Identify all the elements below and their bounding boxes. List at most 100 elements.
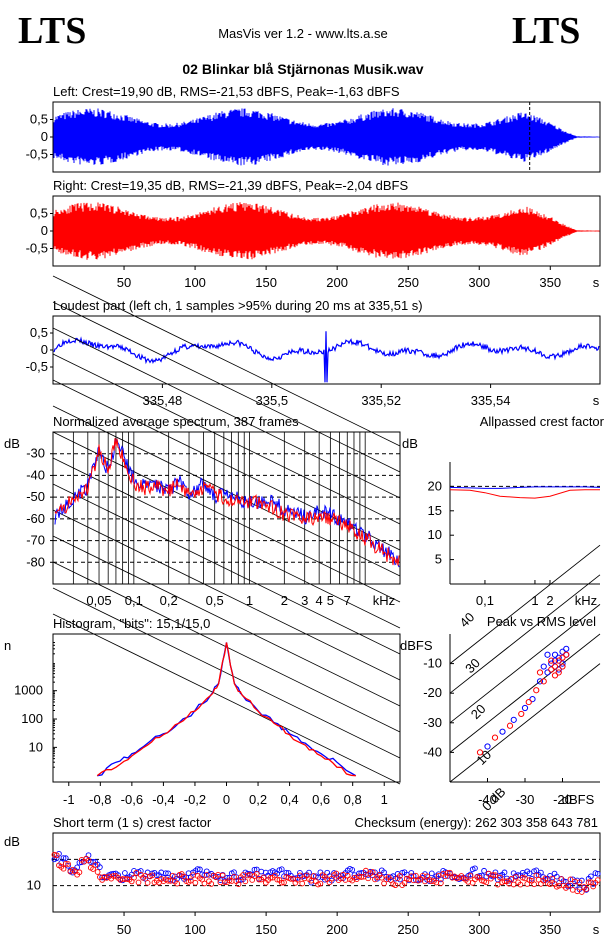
peak-vs-rms-point-left: [510, 716, 517, 723]
average-spectrum-xtick-label: 0,1: [125, 593, 143, 608]
short-term-crest-point-left: [592, 870, 599, 876]
allpassed-crest-xtick-label: kHz: [575, 593, 597, 608]
short-term-crest-point-right: [133, 869, 140, 876]
short-term-crest-point-right: [569, 886, 576, 893]
short-term-crest-point-right: [490, 872, 497, 878]
peak-vs-rms-crest-diagonal: [449, 663, 601, 783]
short-term-crest-xtick-label: 250: [397, 922, 419, 937]
histogram-xtick-label: -0,6: [121, 792, 143, 807]
allpassed-crest-xtick-label: 2: [546, 593, 553, 608]
short-term-crest-point-right: [567, 876, 574, 883]
histogram-ytick-label: 100: [21, 711, 43, 726]
peak-vs-rms-point-left: [555, 654, 562, 661]
short-term-crest-point-right: [174, 880, 181, 887]
average-spectrum-xtick-label: 0,2: [160, 593, 178, 608]
short-term-crest-point-right: [392, 882, 399, 889]
loudest-part-xtick-label: 335,54: [471, 393, 511, 408]
peak-vs-rms-xtick-label: -30: [516, 792, 535, 807]
peak-vs-rms-point-right: [548, 657, 555, 664]
short-term-crest-point-right: [369, 869, 376, 875]
short-term-crest-point-right: [201, 880, 208, 887]
short-term-crest-point-right: [469, 879, 476, 886]
left-waveform-ytick-label: 0,5: [30, 112, 48, 127]
average-spectrum-xtick-label: 0,5: [206, 593, 224, 608]
loudest-part-ytick-label: -0,5: [26, 359, 48, 374]
peak-vs-rms-point-right: [559, 663, 566, 670]
short-term-crest-point-right: [510, 881, 517, 888]
short-term-crest-point-right: [244, 872, 251, 879]
short-term-crest-point-left: [526, 870, 533, 877]
peak-vs-rms-crest-diagonal: [449, 633, 601, 753]
short-term-crest-point-right: [110, 873, 117, 879]
short-term-crest-point-right: [467, 873, 474, 879]
peak-vs-rms-point-right: [563, 651, 570, 658]
short-term-crest-point-right: [287, 876, 294, 882]
peak-vs-rms-point-left: [548, 660, 555, 667]
short-term-crest-point-right: [131, 874, 137, 881]
short-term-crest-point-left: [165, 870, 171, 877]
average-spectrum-xtick-label: 0,05: [86, 593, 111, 608]
short-term-crest-point-right: [235, 881, 242, 887]
short-term-crest-point-right: [187, 877, 194, 884]
allpassed-crest-ylabel: dB: [402, 436, 418, 451]
short-term-crest-point-right: [576, 879, 583, 886]
average-spectrum-xtick-label: 4: [316, 593, 323, 608]
short-term-crest-point-right: [565, 882, 572, 889]
peak-vs-rms-point-right: [476, 749, 484, 756]
peak-vs-rms-point-right: [555, 657, 562, 664]
short-term-crest-point-right: [533, 872, 540, 879]
peak-vs-rms-diagonal-label: 30: [462, 655, 483, 676]
loudest-part-xtick-label: s: [593, 393, 600, 408]
short-term-crest-point-right: [447, 869, 453, 876]
short-term-crest-point-left: [322, 876, 328, 883]
peak-vs-rms-point-left: [563, 645, 570, 652]
short-term-crest-point-left: [62, 855, 69, 861]
peak-vs-rms-ytick-label: -10: [423, 656, 442, 671]
short-term-crest-point-left: [78, 859, 85, 866]
logo-right: LTS: [512, 10, 581, 52]
short-term-crest-point-right: [294, 876, 301, 883]
histogram-xtick-label: 0,4: [281, 792, 299, 807]
right-waveform-ytick-label: 0,5: [30, 206, 48, 221]
short-term-crest-point-left: [553, 873, 560, 880]
peak-vs-rms-ytick-label: -40: [423, 744, 442, 759]
short-term-crest-point-right: [422, 878, 428, 885]
peak-vs-rms-xtick-label: -20: [553, 792, 572, 807]
peak-vs-rms-point-right: [506, 722, 514, 729]
average-spectrum-ytick-label: -30: [26, 446, 45, 461]
short-term-crest-point-right: [558, 876, 565, 882]
short-term-crest-point-left: [472, 865, 478, 872]
right-waveform-xtick-label: 300: [468, 275, 490, 290]
peak-vs-rms-point-right: [548, 666, 555, 673]
short-term-crest-point-right: [94, 869, 101, 875]
allpassed-crest-ytick-label: 5: [435, 552, 442, 567]
left-waveform-signal: [53, 108, 600, 166]
average-spectrum-ytick-label: -40: [26, 467, 45, 482]
short-term-crest-point-right: [483, 879, 490, 886]
short-term-crest-point-right: [181, 873, 187, 880]
average-spectrum-series-left: [54, 437, 400, 568]
peak-vs-rms-point-right: [533, 687, 540, 694]
average-spectrum-ytick-label: -60: [26, 511, 45, 526]
short-term-crest-point-right: [260, 874, 267, 881]
peak-vs-rms-crest-diagonal: [449, 544, 601, 664]
histogram-xtick-label: -1: [63, 792, 75, 807]
short-term-crest-point-right: [208, 881, 215, 887]
histogram-xtick-label: 0,2: [249, 792, 267, 807]
histogram-series-right: [96, 642, 356, 777]
histogram-ytick-label: 1000: [14, 683, 43, 698]
peak-vs-rms-diagonal-label: 40: [457, 609, 478, 630]
peak-vs-rms-point-left: [521, 704, 529, 712]
short-term-crest-point-right: [435, 872, 442, 879]
short-term-crest-ytick-label: 10: [27, 878, 41, 893]
average-spectrum-slope-line: [52, 613, 401, 785]
allpassed-crest-title: Allpassed crest factor: [480, 414, 605, 429]
histogram-xtick-label: -0,8: [89, 792, 111, 807]
short-term-crest-point-right: [501, 878, 508, 885]
short-term-crest-point-left: [258, 868, 265, 875]
short-term-crest-point-right: [526, 877, 533, 883]
short-term-crest-point-right: [310, 873, 317, 879]
short-term-crest-point-right: [144, 879, 151, 886]
right-waveform-xtick-label: 200: [326, 275, 348, 290]
